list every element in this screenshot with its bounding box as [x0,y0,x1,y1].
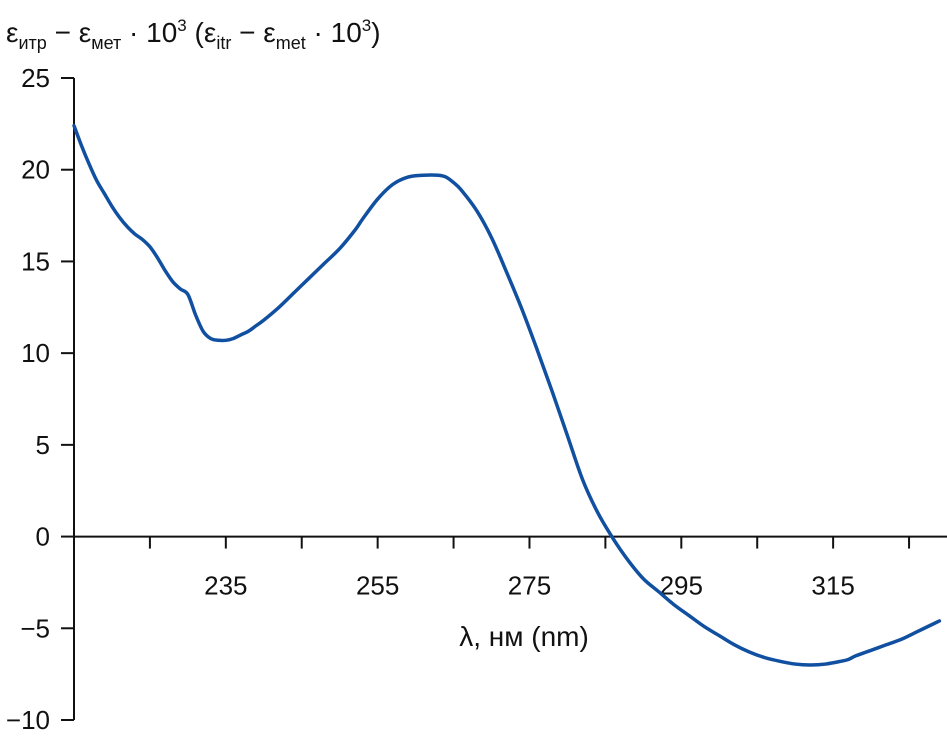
title-subscript: met [276,33,306,53]
y-axis: 25 20 15 10 5 0 −5 −10 [6,63,75,735]
x-tick-label: 315 [811,571,854,601]
title-superscript: 3 [362,16,371,35]
title-subscript: itr [216,33,231,53]
x-tick-label: 235 [204,571,247,601]
title-epsilon: ε [204,17,216,48]
y-tick-label: 25 [21,63,50,93]
chart-title: εитр − εмет · 103 (εitr − εmet · 103) [6,16,381,53]
x-tick-label: 295 [660,571,703,601]
y-tick-label: −5 [20,613,50,643]
y-tick-label: 15 [21,246,50,276]
x-axis: 235 255 275 295 315 [74,535,947,601]
title-epsilon: ε [79,17,91,48]
title-paren: ( [187,17,205,48]
y-tick-label: 20 [21,155,50,185]
y-tick-label: −10 [6,705,50,735]
title-epsilon: ε [6,17,18,48]
y-tick-label: 0 [36,522,50,552]
x-tick-label: 275 [508,571,551,601]
series-line [72,123,942,667]
series-layer [72,123,942,667]
title-multiplier: · 10 [121,17,177,48]
title-paren: ) [371,17,380,48]
title-subscript: итр [18,33,46,53]
title-superscript: 3 [177,16,186,35]
title-minus: − [47,17,79,48]
title-epsilon: ε [263,17,275,48]
y-tick-label: 10 [21,338,50,368]
y-tick-label: 5 [36,430,50,460]
title-subscript: мет [91,33,121,53]
x-tick-label: 255 [356,571,399,601]
title-minus: − [231,17,263,48]
title-multiplier: · 10 [306,17,362,48]
x-axis-label: λ, нм (nm) [459,621,589,652]
